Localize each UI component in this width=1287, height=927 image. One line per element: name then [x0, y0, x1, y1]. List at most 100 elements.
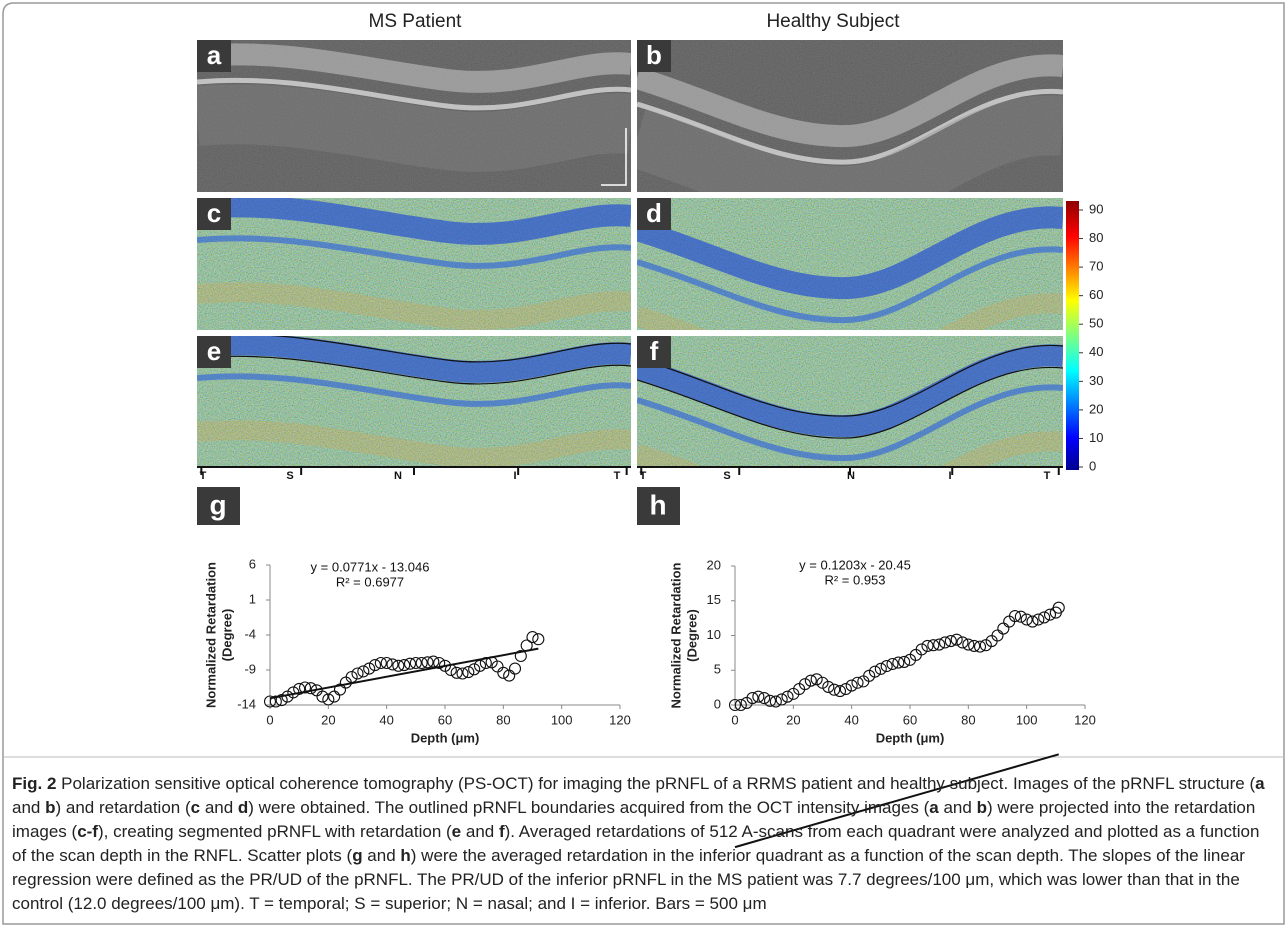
data-point: [798, 678, 812, 691]
image-content: [197, 336, 631, 466]
data-point: [962, 638, 975, 651]
panel-label: a: [207, 40, 222, 70]
colorbar-tick-label: 50: [1089, 316, 1103, 331]
image-panel: b: [637, 40, 1063, 192]
data-point: [968, 639, 981, 652]
data-point: [363, 662, 376, 675]
data-point: [497, 666, 510, 679]
data-point: [927, 639, 940, 652]
data-point: [833, 685, 847, 698]
caption-run: b: [45, 798, 56, 817]
data-point: [880, 660, 893, 673]
retardation-band: [637, 344, 1063, 438]
caption-run: and: [362, 846, 401, 865]
data-point: [526, 631, 539, 644]
data-point: [415, 656, 428, 670]
caption-run: f: [498, 822, 505, 841]
image-panels: a b c d e f T S N I T T S N I T 0 10 20 30 40 50 60 70 80 90: [197, 40, 1103, 482]
data-point: [892, 656, 905, 669]
y-tick-label: 15: [707, 592, 721, 607]
caption-run: ) and retardation (: [55, 798, 191, 817]
panel-label-box: [197, 198, 231, 230]
data-point: [304, 682, 317, 695]
quadrant-label: S: [723, 470, 730, 482]
fit-r-squared: R² = 0.953: [824, 572, 885, 587]
data-point: [520, 639, 533, 652]
caption-run: and: [461, 822, 499, 841]
y-tick-label: 6: [249, 556, 256, 571]
panel-label: h: [649, 489, 666, 520]
data-point: [374, 656, 387, 670]
panel-label: g: [209, 489, 226, 520]
image-content: [637, 336, 1063, 466]
retardation-band: [197, 336, 631, 383]
data-point: [758, 691, 771, 705]
x-tick-label: 100: [1016, 712, 1038, 727]
caption-run: and: [12, 798, 46, 817]
data-point: [380, 656, 393, 670]
data-point: [1052, 601, 1065, 614]
y-axis-label: (Degree): [219, 609, 234, 662]
data-point: [950, 633, 963, 646]
quadrant-label: I: [948, 470, 951, 482]
quadrant-label: T: [1044, 470, 1051, 482]
panel-label-box: [197, 487, 240, 525]
panel-label: e: [207, 336, 221, 366]
data-point: [956, 636, 969, 649]
warm-zone: [197, 420, 631, 466]
data-point: [868, 665, 882, 678]
quadrant-label: N: [847, 470, 855, 482]
x-axis-label: Depth (μm): [411, 730, 480, 745]
data-point: [822, 680, 835, 693]
data-point: [828, 683, 841, 696]
warm-zone: [637, 431, 1063, 466]
retardation-band: [637, 384, 1063, 462]
data-point: [1043, 608, 1057, 621]
panel-label: b: [646, 40, 662, 70]
data-point: [763, 694, 777, 707]
colorbar-tick-label: 0: [1089, 458, 1096, 473]
caption-run: ). Averaged retardations of 512 A-scans …: [12, 822, 1260, 865]
data-point: [921, 639, 934, 652]
data-point: [746, 691, 759, 705]
panel-label-box: [637, 487, 680, 525]
y-tick-label: 0: [714, 696, 721, 711]
data-point: [275, 694, 288, 707]
data-point: [462, 666, 475, 679]
data-point: [298, 681, 312, 694]
tissue-band: [637, 54, 1063, 148]
boundary: [197, 336, 631, 363]
caption-run: and: [200, 798, 238, 817]
data-point: [409, 656, 422, 670]
quadrant-label: I: [513, 470, 516, 482]
data-point: [752, 690, 765, 703]
quadrant-label: S: [286, 470, 293, 482]
tissue-band: [637, 88, 1063, 165]
tissue-band: [197, 43, 631, 93]
panel-label-box: [637, 198, 671, 230]
data-point: [874, 662, 887, 675]
data-point: [1014, 610, 1027, 623]
data-point: [775, 693, 788, 706]
data-point: [269, 695, 282, 708]
data-point: [728, 698, 742, 712]
x-tick-label: 100: [551, 712, 573, 727]
colorbar-tick-label: 30: [1089, 373, 1103, 388]
retardation-band: [637, 246, 1063, 324]
image-content: [637, 198, 1063, 330]
x-tick-label: 80: [496, 712, 510, 727]
colorbar-tick-label: 70: [1089, 259, 1103, 274]
retardation-band: [197, 235, 631, 269]
data-point: [468, 663, 481, 676]
image-panel: a: [197, 40, 631, 192]
colorbar: [1066, 201, 1079, 470]
retardation-band: [637, 206, 1063, 300]
data-point: [973, 640, 987, 653]
data-point: [456, 667, 469, 680]
caption-run: c: [190, 798, 201, 817]
colorbar-tick-label: 90: [1089, 201, 1103, 216]
